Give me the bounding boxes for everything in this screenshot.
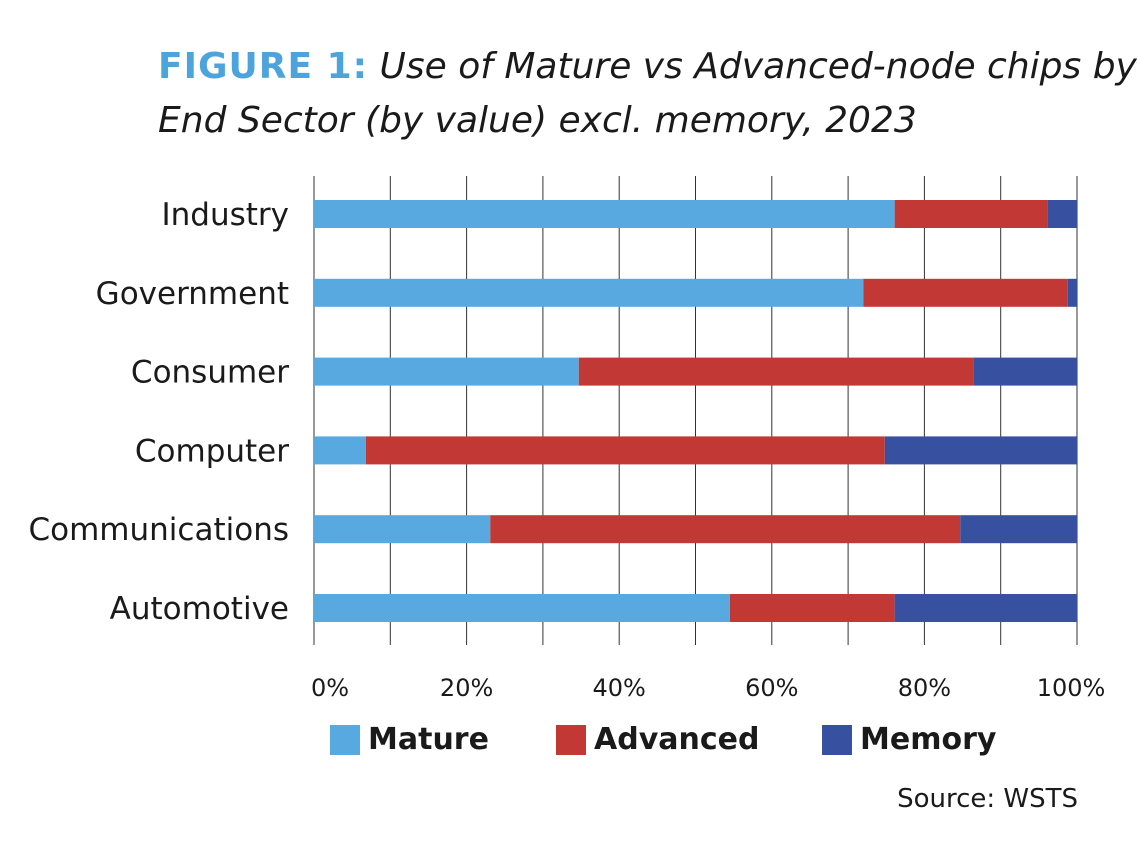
bar-memory	[884, 436, 1077, 465]
bar-advanced	[863, 278, 1068, 307]
bar-mature	[314, 200, 895, 228]
category-label: Automotive	[110, 591, 289, 627]
bar-advanced	[490, 515, 961, 544]
chart-title: FIGURE 1: Use of Mature vs Advanced-node…	[158, 40, 1138, 148]
title-text: Use of Mature vs Advanced-node chips by …	[158, 46, 1137, 141]
x-tick-label: 20%	[440, 674, 493, 702]
legend-label: Mature	[368, 722, 489, 757]
legend-label: Advanced	[594, 722, 760, 757]
bar-mature	[314, 515, 491, 544]
legend-swatch	[330, 724, 360, 755]
bar-memory	[960, 515, 1077, 544]
bar-mature	[314, 436, 366, 465]
bar-advanced	[578, 357, 974, 386]
legend-swatch	[822, 724, 852, 755]
x-tick-label: 40%	[593, 674, 646, 702]
x-tick-label: 0%	[311, 674, 349, 702]
x-tick-label: 80%	[898, 674, 951, 702]
legend: Mature Advanced Memory	[0, 722, 1138, 762]
category-label: Computer	[135, 433, 289, 469]
source-note: Source: WSTS	[897, 784, 1078, 814]
legend-label: Memory	[860, 722, 997, 757]
legend-item-advanced: Advanced	[556, 722, 759, 757]
bar-mature	[314, 594, 730, 622]
category-label: Communications	[29, 512, 290, 548]
bar-memory	[1067, 278, 1077, 307]
bar-advanced	[365, 436, 885, 465]
x-tick-label: 100%	[1037, 674, 1106, 702]
legend-swatch	[556, 724, 586, 755]
legend-item-memory: Memory	[822, 722, 996, 757]
x-tick-label: 60%	[745, 674, 798, 702]
figure-label: FIGURE 1:	[158, 46, 369, 87]
bar-mature	[314, 357, 579, 386]
category-label: Industry	[161, 197, 289, 233]
bar-advanced	[729, 594, 895, 622]
bar-mature	[314, 278, 864, 307]
category-label: Government	[96, 276, 289, 312]
bar-memory	[894, 594, 1077, 622]
bar-advanced	[894, 200, 1048, 228]
bar-memory	[1047, 200, 1077, 228]
bar-memory	[973, 357, 1077, 386]
category-label: Consumer	[131, 355, 289, 391]
legend-item-mature: Mature	[330, 722, 489, 757]
